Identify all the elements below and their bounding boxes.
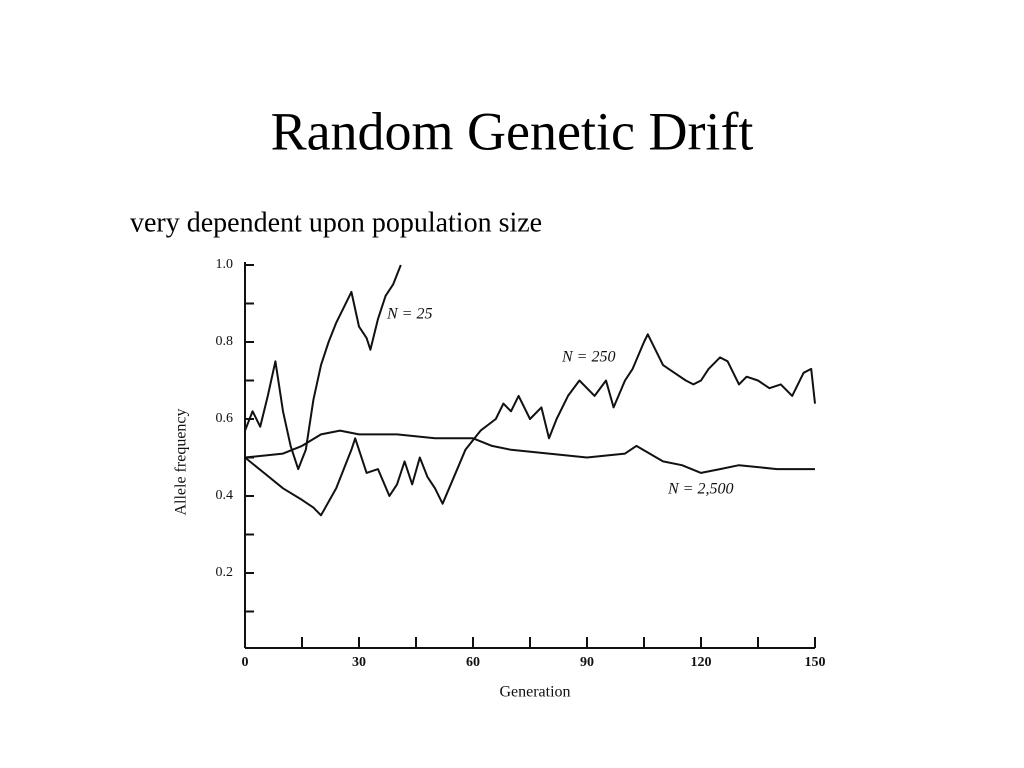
y-tick-label: 0.8 [216,334,234,349]
y-tick-label: 0.4 [216,488,234,503]
y-tick-label: 0.6 [216,411,234,426]
x-tick-label: 90 [580,655,594,670]
x-tick-label: 0 [242,655,249,670]
x-axis-label: Generation [499,684,570,701]
y-tick-label: 0.2 [216,565,234,580]
series-label: N = 25 [386,306,432,323]
x-tick-label: 30 [352,655,366,670]
y-tick-label: 1.0 [216,257,234,272]
x-tick-label: 60 [466,655,480,670]
series-line [244,264,402,471]
x-tick-label: 150 [805,655,826,670]
x-tick-label: 120 [691,655,712,670]
y-axis-label: Allele frequency [173,408,190,515]
slide-title: Random Genetic Drift [271,101,754,161]
series-line [244,429,815,474]
series-label: N = 2,500 [667,481,733,498]
slide-subtitle: very dependent upon population size [130,207,542,238]
series-label: N = 250 [561,349,615,366]
series-line [244,333,816,517]
